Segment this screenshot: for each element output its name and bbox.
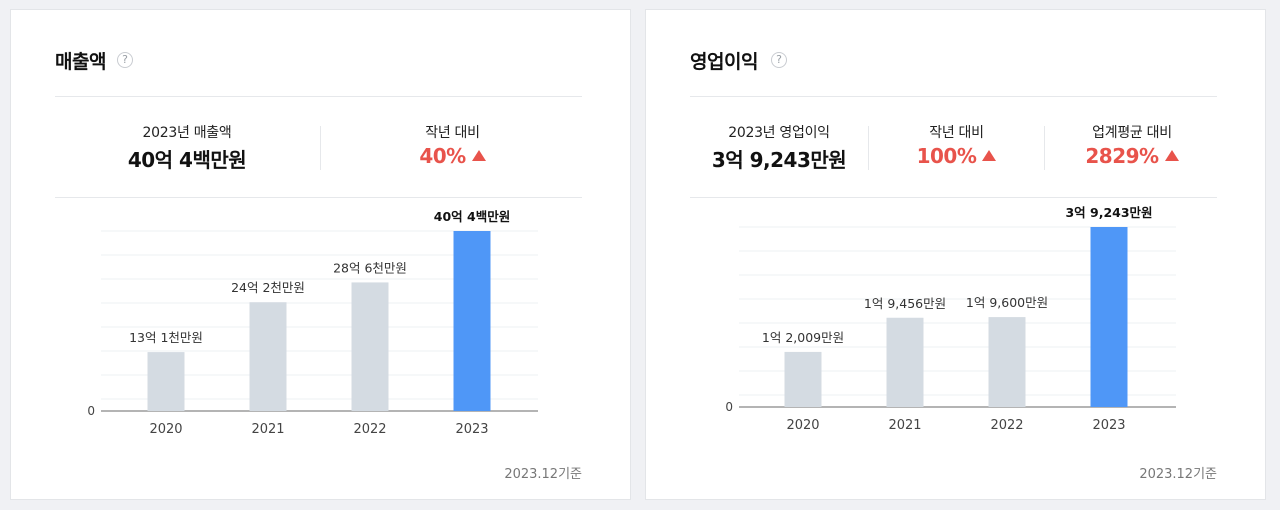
- x-tick-label: 2020: [149, 422, 182, 437]
- divider: [55, 197, 582, 198]
- data-label: 13억 1천만원: [129, 330, 203, 345]
- stat-value: 40%: [419, 144, 466, 168]
- revenue-card: 매출액 ? 2023년 매출액 40억 4백만원 작년 대비 40% 0 13억 …: [10, 9, 631, 500]
- bar-2022: [351, 282, 389, 411]
- x-tick-label: 2020: [786, 418, 819, 433]
- revenue-bar-chart: 0 13억 1천만원 2020 24억 2천만원 2021 28억 6천만원 2022 40억…: [87, 209, 538, 437]
- footer-date: 2023.12기준: [1139, 467, 1217, 482]
- help-icon[interactable]: ?: [117, 52, 133, 68]
- data-label: 28억 6천만원: [333, 260, 407, 275]
- divider: [690, 96, 1217, 97]
- x-tick-label: 2023: [1092, 418, 1125, 433]
- operating-profit-bar-chart: 0 1억 2,009만원 2020 1억 9,456만원 2021 1억 9,600만원 2…: [725, 205, 1176, 433]
- card-title: 영업이익: [690, 51, 758, 73]
- footer-date: 2023.12기준: [504, 467, 582, 482]
- bar-2023: [453, 231, 491, 411]
- stat-label: 2023년 매출액: [142, 125, 232, 141]
- stat-divider: [868, 126, 869, 170]
- data-label: 1억 9,456만원: [864, 296, 946, 311]
- stat-value: 3억 9,243만원: [711, 148, 847, 172]
- stat-label: 업계평균 대비: [1092, 125, 1172, 141]
- stat-yoy: 작년 대비 100%: [869, 122, 1044, 168]
- data-label: 40억 4백만원: [434, 209, 510, 224]
- bar-2021: [249, 302, 287, 411]
- x-tick-label: 2023: [455, 422, 488, 437]
- data-label: 1억 9,600만원: [966, 295, 1048, 310]
- operating-profit-card: 영업이익 ? 2023년 영업이익 3억 9,243만원 작년 대비 100% …: [645, 9, 1266, 500]
- stat-revenue-2023: 2023년 매출액 40억 4백만원: [55, 122, 319, 173]
- stat-value-wrap: 100%: [869, 144, 1044, 168]
- stat-industry-avg: 업계평균 대비 2829%: [1045, 122, 1219, 168]
- help-icon[interactable]: ?: [771, 52, 787, 68]
- bar-2022: [988, 317, 1026, 407]
- bar-2021: [886, 317, 924, 407]
- stat-value: 100%: [916, 144, 977, 168]
- card-title: 매출액: [55, 51, 106, 73]
- data-label: 3억 9,243만원: [1065, 205, 1152, 220]
- data-label: 24억 2천만원: [231, 280, 305, 295]
- x-tick-label: 2022: [353, 422, 386, 437]
- bar-2023: [1090, 227, 1128, 407]
- stat-divider: [320, 126, 321, 170]
- bar-2020: [784, 351, 822, 407]
- stat-label: 작년 대비: [929, 125, 984, 141]
- arrow-up-icon: [982, 150, 997, 161]
- stat-profit-2023: 2023년 영업이익 3억 9,243만원: [690, 122, 868, 173]
- x-tick-label: 2021: [251, 422, 284, 437]
- divider: [690, 197, 1217, 198]
- stat-yoy: 작년 대비 40%: [321, 122, 584, 168]
- stat-value: 40억 4백만원: [127, 148, 247, 172]
- x-tick-label: 2021: [888, 418, 921, 433]
- data-label: 1억 2,009만원: [762, 330, 844, 345]
- stat-label: 2023년 영업이익: [728, 125, 830, 141]
- bar-2020: [147, 352, 185, 411]
- stat-divider: [1044, 126, 1045, 170]
- stat-value-wrap: 2829%: [1045, 144, 1219, 168]
- stat-label: 작년 대비: [425, 125, 480, 141]
- stat-value: 2829%: [1085, 144, 1159, 168]
- arrow-up-icon: [1164, 150, 1179, 161]
- arrow-up-icon: [471, 150, 486, 161]
- divider: [55, 96, 582, 97]
- x-tick-label: 2022: [990, 418, 1023, 433]
- y-tick-label: 0: [87, 404, 95, 418]
- y-tick-label: 0: [725, 400, 733, 414]
- stat-value-wrap: 40%: [321, 144, 584, 168]
